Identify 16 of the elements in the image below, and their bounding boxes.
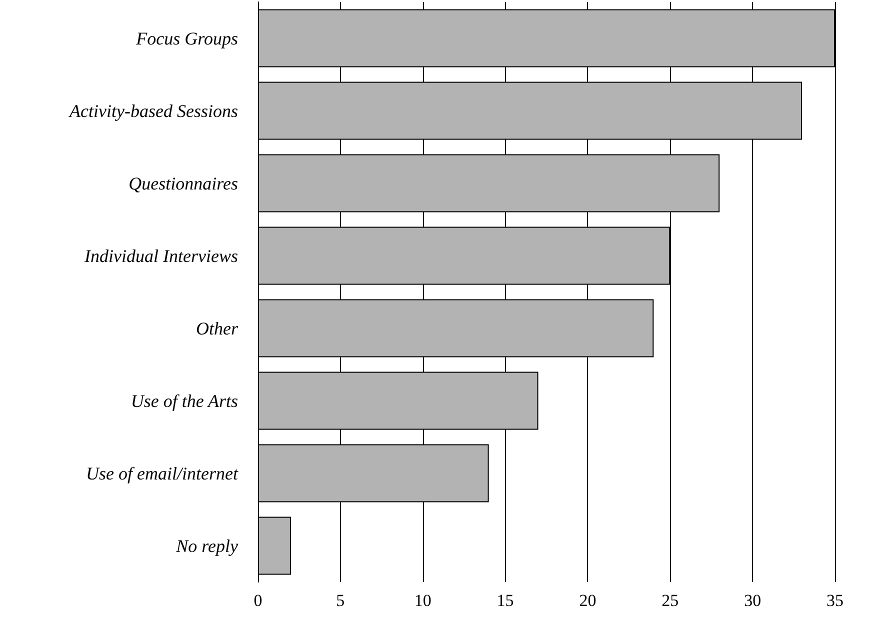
x-tick-label: 35 [826, 591, 844, 610]
y-tick-label: Questionnaires [128, 173, 238, 194]
x-tick-label: 10 [414, 591, 432, 610]
x-tick-label: 0 [254, 591, 262, 610]
y-tick-label: Use of the Arts [130, 390, 238, 411]
y-tick-label: Other [196, 318, 239, 338]
y-tick-label: Focus Groups [135, 28, 238, 48]
x-tick-label: 25 [662, 591, 679, 610]
y-tick-label: No reply [175, 536, 238, 556]
y-tick-label: Activity-based Sessions [68, 100, 238, 121]
y-tick-label: Individual Interviews [84, 246, 238, 266]
y-tick-label: Use of email/internet [86, 463, 239, 484]
x-tick-label: 5 [336, 591, 345, 610]
x-tick-label: 20 [579, 591, 596, 610]
x-tick-label: 30 [744, 591, 762, 610]
x-tick-label: 15 [496, 591, 514, 610]
